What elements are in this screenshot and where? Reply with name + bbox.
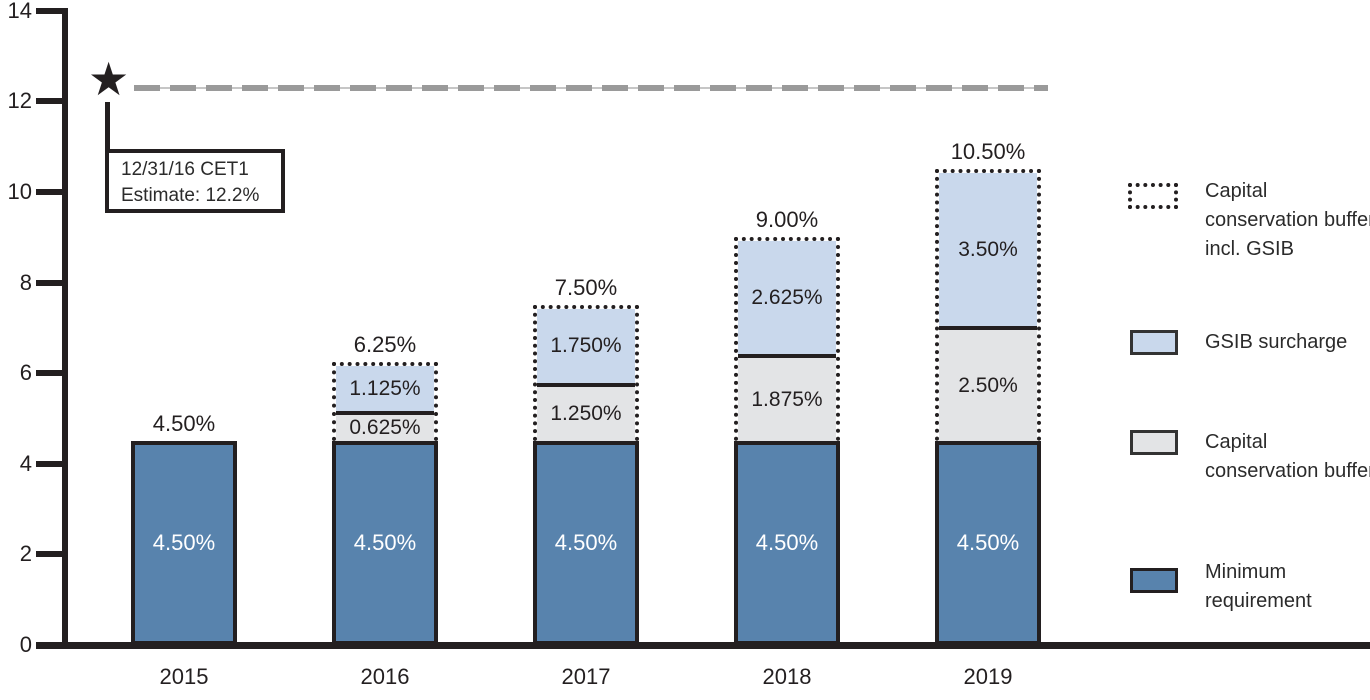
legend-label-gsib-surcharge: GSIB surcharge [1205, 331, 1348, 353]
buffer-dotted-outline: 3.50% 2.50% [935, 169, 1041, 441]
bar-total-label: 7.50% [554, 275, 618, 300]
legend-swatch-buffer-incl-gsib [1128, 183, 1178, 209]
y-tick [36, 551, 63, 557]
segment-value-label: 4.50% [554, 530, 618, 555]
segment-value-label: 1.750% [550, 334, 622, 357]
segment-value-label: 1.250% [550, 402, 622, 425]
capital-conservation-buffer-segment: 1.875% [738, 358, 836, 441]
bar-total-label: 4.50% [152, 411, 216, 436]
y-tick [36, 98, 63, 104]
x-axis-label-2019: 2019 [963, 664, 1013, 689]
segment-value-label: 1.125% [349, 376, 421, 400]
buffer-dotted-outline: 2.625% 1.875% [734, 237, 840, 441]
x-axis [36, 642, 1370, 649]
cet1-estimate-callout: 12/31/16 CET1 Estimate: 12.2% [105, 149, 285, 213]
y-axis [62, 8, 68, 649]
y-tick [36, 8, 63, 14]
star-icon: ★ [88, 53, 130, 105]
gsib-surcharge-segment: 1.125% [336, 366, 434, 415]
segment-value-label: 3.50% [958, 237, 1018, 261]
segment-value-label: 4.50% [152, 530, 216, 555]
legend-label-buffer-incl-gsib: Capital conservation buffer incl. GSIB [1205, 180, 1370, 260]
y-tick [36, 280, 63, 286]
y-tick [36, 189, 63, 195]
gsib-surcharge-segment: 3.50% [939, 173, 1037, 330]
y-tick [36, 370, 63, 376]
segment-value-label: 4.50% [956, 530, 1020, 555]
y-tick-label: 0 [19, 632, 32, 657]
bar-2017: 7.50% 1.750% 1.250% 4.50% 2017 [533, 0, 639, 700]
gsib-surcharge-segment: 1.750% [537, 309, 635, 387]
bar-total-label: 6.25% [353, 332, 417, 357]
y-tick-label: 12 [7, 88, 32, 113]
capital-conservation-buffer-segment: 0.625% [336, 415, 434, 441]
y-tick-label: 8 [19, 270, 32, 295]
segment-value-label: 4.50% [755, 530, 819, 555]
y-tick-label: 4 [19, 451, 32, 476]
y-tick-label: 14 [7, 0, 32, 23]
minimum-requirement-segment: 4.50% [734, 441, 840, 645]
minimum-requirement-segment: 4.50% [131, 441, 237, 645]
minimum-requirement-segment: 4.50% [332, 441, 438, 645]
buffer-dotted-outline: 1.750% 1.250% [533, 305, 639, 441]
x-axis-label-2015: 2015 [159, 664, 209, 689]
legend-swatch-minimum-requirement [1130, 568, 1178, 593]
legend-label-capital-conservation-buffer: Capital conservation buffer [1205, 431, 1370, 482]
legend-swatch-capital-conservation-buffer [1130, 430, 1178, 455]
minimum-requirement-segment: 4.50% [533, 441, 639, 645]
y-tick-label: 2 [19, 541, 32, 566]
segment-value-label: 4.50% [353, 530, 417, 555]
capital-conservation-buffer-segment: 2.50% [939, 330, 1037, 441]
bar-2018: 9.00% 2.625% 1.875% 4.50% 2018 [734, 0, 840, 700]
capital-conservation-buffer-segment: 1.250% [537, 387, 635, 441]
legend-swatch-gsib-surcharge [1130, 330, 1178, 355]
callout-line-2: Estimate: 12.2% [121, 185, 260, 206]
bar-2016: 6.25% 1.125% 0.625% 4.50% 2016 [332, 0, 438, 700]
bar-2019: 10.50% 3.50% 2.50% 4.50% 2019 [935, 0, 1041, 700]
segment-value-label: 2.625% [751, 285, 823, 309]
gsib-surcharge-segment: 2.625% [738, 241, 836, 358]
segment-value-label: 0.625% [349, 416, 421, 439]
x-axis-label-2018: 2018 [762, 664, 812, 689]
y-tick [36, 461, 63, 467]
legend-label-minimum-requirement: Minimum requirement [1205, 561, 1312, 612]
bar-2015: 4.50% 4.50% 2015 [131, 0, 237, 700]
buffer-dotted-outline: 1.125% 0.625% [332, 362, 438, 441]
y-tick [36, 642, 63, 648]
y-tick-label: 6 [19, 360, 32, 385]
callout-line-1: 12/31/16 CET1 [121, 159, 249, 180]
minimum-requirement-segment: 4.50% [935, 441, 1041, 645]
y-tick-label: 10 [7, 179, 32, 204]
reference-dashed-line [134, 85, 1048, 91]
segment-value-label: 1.875% [751, 387, 823, 411]
bar-total-label: 10.50% [950, 139, 1026, 164]
x-axis-label-2017: 2017 [561, 664, 611, 689]
segment-value-label: 2.50% [958, 373, 1018, 397]
bar-total-label: 9.00% [755, 207, 819, 232]
x-axis-label-2016: 2016 [360, 664, 410, 689]
